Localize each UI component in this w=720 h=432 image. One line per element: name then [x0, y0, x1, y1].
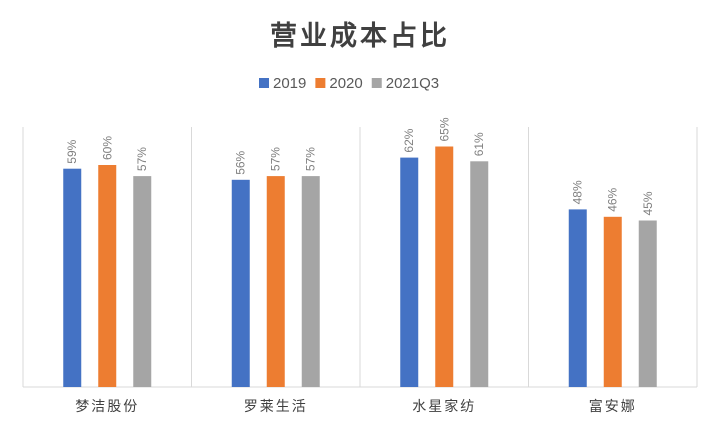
bars — [63, 146, 657, 387]
legend-label-2021Q3: 2021Q3 — [386, 75, 439, 92]
gridlines — [22, 127, 698, 388]
data-label: 45% — [641, 191, 655, 215]
legend-swatch-2021Q3 — [371, 78, 382, 88]
data-labels: 59% 60% 57% 56% 57% 57% 62% 65% 61% 48% 46% 45% — [65, 117, 655, 215]
data-label: 57% — [269, 147, 283, 171]
bar-2021Q3-罗莱生活 — [301, 176, 320, 387]
bar-2019-罗莱生活 — [231, 179, 250, 387]
legend-swatch-2020 — [315, 78, 326, 88]
legend-label-2020: 2020 — [329, 75, 362, 92]
bar-2019-水星家纺 — [400, 157, 419, 387]
data-label: 56% — [234, 150, 248, 174]
x-tick-label: 罗莱生活 — [244, 399, 308, 415]
bar-2019-富安娜 — [568, 209, 587, 387]
bar-2021Q3-富安娜 — [638, 220, 657, 387]
x-tick-label: 梦洁股份 — [75, 399, 139, 415]
data-label: 57% — [304, 147, 318, 171]
chart-title: 营业成本占比 — [270, 21, 450, 52]
bar-2019-梦洁股份 — [63, 168, 82, 387]
bar-2021Q3-水星家纺 — [470, 161, 489, 387]
data-label: 57% — [135, 147, 149, 171]
legend-label-2019: 2019 — [273, 75, 306, 92]
bar-2020-罗莱生活 — [266, 176, 285, 387]
x-tick-label: 水星家纺 — [412, 398, 476, 415]
data-label: 61% — [472, 132, 486, 156]
bar-2021Q3-梦洁股份 — [133, 176, 152, 387]
data-label: 65% — [437, 117, 451, 141]
data-label: 46% — [606, 187, 620, 211]
bar-2020-水星家纺 — [435, 146, 454, 387]
data-label: 48% — [571, 180, 585, 204]
legend: 2019 2020 2021Q3 — [259, 75, 439, 92]
bar-2020-富安娜 — [603, 216, 622, 387]
data-label: 60% — [100, 136, 114, 160]
legend-swatch-2019 — [259, 78, 269, 88]
bar-2020-梦洁股份 — [98, 165, 117, 387]
x-axis-ticks: 梦洁股份 罗莱生活 水星家纺 富安娜 — [75, 398, 637, 415]
data-label: 59% — [65, 139, 79, 163]
x-tick-label: 富安娜 — [589, 398, 637, 415]
data-label: 62% — [402, 128, 416, 152]
